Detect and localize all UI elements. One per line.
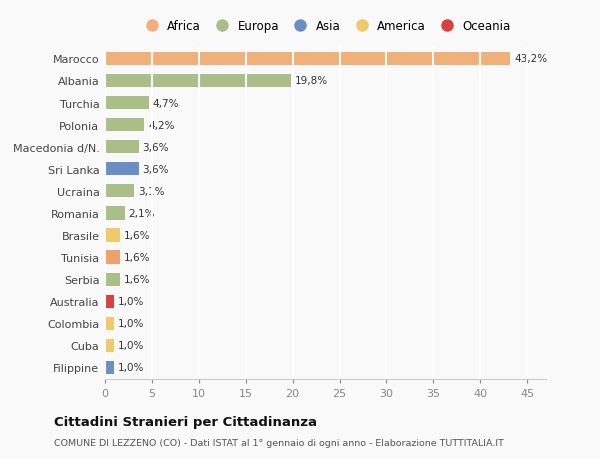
Bar bbox=[105, 229, 120, 242]
Text: 4,2%: 4,2% bbox=[148, 120, 175, 130]
Bar bbox=[105, 317, 115, 330]
Text: 1,0%: 1,0% bbox=[118, 297, 145, 307]
Text: 1,6%: 1,6% bbox=[124, 252, 150, 263]
Text: 1,6%: 1,6% bbox=[124, 230, 150, 241]
Text: COMUNE DI LEZZENO (CO) - Dati ISTAT al 1° gennaio di ogni anno - Elaborazione TU: COMUNE DI LEZZENO (CO) - Dati ISTAT al 1… bbox=[54, 438, 504, 448]
Bar bbox=[105, 97, 149, 110]
Bar bbox=[105, 185, 134, 198]
Text: 1,0%: 1,0% bbox=[118, 341, 145, 351]
Text: 1,0%: 1,0% bbox=[118, 363, 145, 373]
Bar bbox=[105, 75, 291, 88]
Bar bbox=[105, 207, 125, 220]
Bar bbox=[105, 163, 139, 176]
Text: 43,2%: 43,2% bbox=[514, 54, 547, 64]
Text: 4,7%: 4,7% bbox=[153, 98, 179, 108]
Bar bbox=[105, 339, 115, 352]
Legend: Africa, Europa, Asia, America, Oceania: Africa, Europa, Asia, America, Oceania bbox=[138, 18, 513, 35]
Bar bbox=[105, 251, 120, 264]
Text: 1,0%: 1,0% bbox=[118, 319, 145, 329]
Text: 3,6%: 3,6% bbox=[143, 142, 169, 152]
Text: 1,6%: 1,6% bbox=[124, 274, 150, 285]
Bar bbox=[105, 119, 145, 132]
Bar bbox=[105, 361, 115, 374]
Text: 19,8%: 19,8% bbox=[295, 76, 328, 86]
Text: 2,1%: 2,1% bbox=[128, 208, 155, 218]
Bar bbox=[105, 53, 511, 66]
Text: 3,1%: 3,1% bbox=[138, 186, 164, 196]
Bar bbox=[105, 295, 115, 308]
Bar bbox=[105, 141, 139, 154]
Text: 3,6%: 3,6% bbox=[143, 164, 169, 174]
Text: Cittadini Stranieri per Cittadinanza: Cittadini Stranieri per Cittadinanza bbox=[54, 415, 317, 428]
Bar bbox=[105, 273, 120, 286]
